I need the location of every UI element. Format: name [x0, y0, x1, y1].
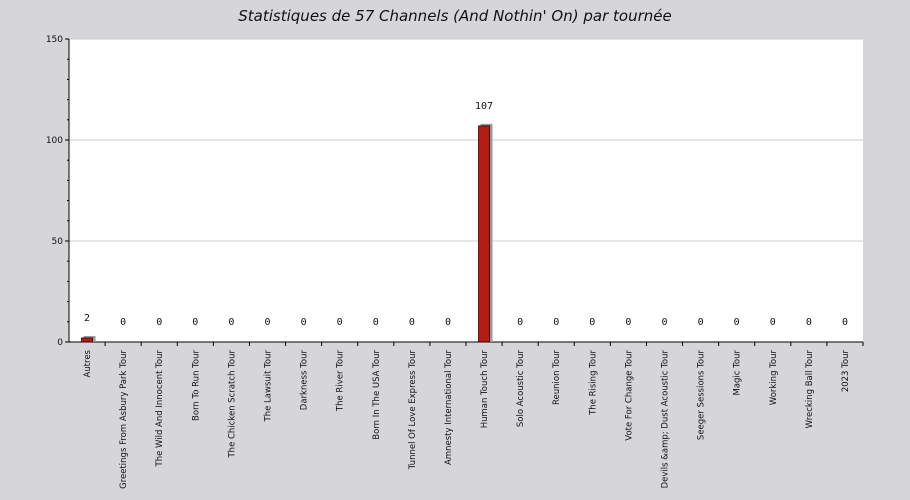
- gridlines: [69, 38, 863, 242]
- x-tick-label: Autres: [83, 349, 93, 377]
- x-tick-label: Vote For Change Tour: [624, 350, 634, 441]
- x-tick-label: Seeger Sessions Tour: [697, 350, 707, 441]
- plot-area: [69, 39, 863, 342]
- x-tick-label: Born In The USA Tour: [372, 350, 382, 440]
- x-tick-label: Devils &amp; Dust Acoustic Tour: [661, 349, 671, 488]
- x-tick-label: Born To Run Tour: [191, 350, 201, 421]
- y-tick-label: 100: [46, 136, 63, 146]
- data-label: 0: [264, 317, 270, 328]
- x-tick-label: Working Tour: [769, 349, 779, 405]
- data-label: 0: [806, 317, 812, 328]
- x-tick-label: The Lawsuit Tour: [264, 349, 274, 422]
- data-label: 0: [770, 317, 776, 328]
- data-label: 0: [120, 317, 126, 328]
- axes: 0 50 100 150 Autres Greetings From Asbury Par…: [46, 35, 864, 489]
- data-label: 0: [734, 317, 740, 328]
- data-label: 0: [228, 317, 234, 328]
- x-tick-label: Darkness Tour: [300, 350, 310, 411]
- y-tick-label: 0: [57, 338, 63, 348]
- data-label: 0: [842, 317, 848, 328]
- chart-title: Statistiques de 57 Channels (And Nothin'…: [238, 7, 671, 25]
- x-tick-label: Tunnel Of Love Express Tour: [408, 350, 418, 471]
- data-label: 0: [661, 317, 667, 328]
- x-tick-label: Greetings From Asbury Park Tour: [119, 350, 129, 489]
- x-tick-label: The Wild And Innocent Tour: [155, 350, 165, 468]
- x-tick-label: Wrecking Ball Tour: [805, 350, 815, 429]
- data-label: 0: [517, 317, 523, 328]
- data-label: 0: [192, 317, 198, 328]
- x-tick-label: The River Tour: [336, 350, 346, 413]
- x-tick-label: 2023 Tour: [841, 350, 851, 393]
- x-tick-label: Amnesty International Tour: [444, 350, 454, 465]
- x-tick-label: The Chicken Scratch Tour: [227, 350, 237, 459]
- data-label: 0: [373, 317, 379, 328]
- data-label: 0: [625, 317, 631, 328]
- x-tick-label: The Rising Tour: [588, 350, 598, 416]
- data-label: 0: [553, 317, 559, 328]
- data-label: 0: [156, 317, 162, 328]
- y-tick-label: 50: [52, 237, 64, 247]
- x-tick-label: Solo Acoustic Tour: [516, 350, 526, 428]
- x-tick-label: Magic Tour: [733, 350, 743, 396]
- x-tick-label: Human Touch Tour: [480, 350, 490, 429]
- bar: [81, 337, 93, 343]
- y-tick-label: 150: [46, 35, 63, 45]
- bar: [478, 125, 490, 343]
- data-label: 2: [84, 313, 90, 324]
- data-label: 0: [301, 317, 307, 328]
- bars: [81, 123, 493, 343]
- data-label: 107: [475, 101, 493, 112]
- data-label: 0: [337, 317, 343, 328]
- data-label: 0: [589, 317, 595, 328]
- data-label: 0: [445, 317, 451, 328]
- data-label: 0: [698, 317, 704, 328]
- data-label: 0: [409, 317, 415, 328]
- data-labels: 2 0 0 0 0 0 0 0 0 0 0 107 0 0 0 0 0 0 0 0 0 0: [84, 101, 848, 328]
- x-tick-label: Reunion Tour: [552, 350, 562, 406]
